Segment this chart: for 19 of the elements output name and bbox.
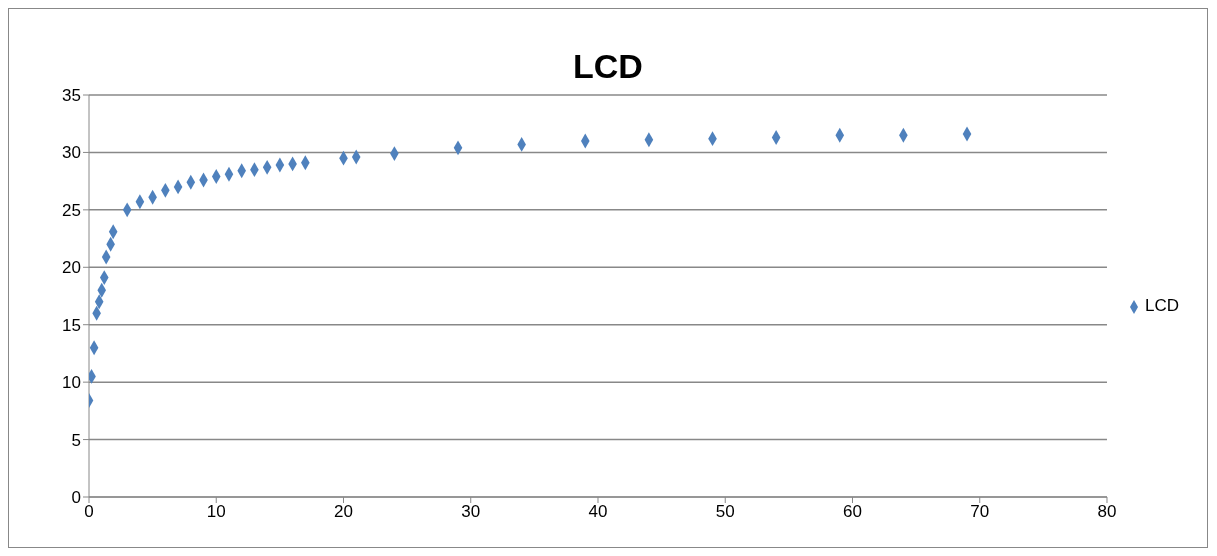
x-tick-label: 50	[715, 502, 735, 522]
y-tick-label: 25	[62, 200, 81, 220]
legend-label: LCD	[1144, 296, 1179, 315]
x-tick-label: 0	[84, 502, 94, 522]
x-tick-label: 20	[334, 502, 353, 522]
x-tick-label: 30	[461, 502, 481, 522]
x-tick-label: 70	[970, 502, 990, 522]
x-tick-label: 10	[206, 502, 226, 522]
y-tick-label: 35	[62, 86, 81, 106]
y-tick-label: 30	[62, 143, 81, 163]
y-tick-label: 5	[71, 430, 81, 450]
y-tick-label: 0	[71, 488, 81, 508]
y-tick-label: 15	[62, 315, 81, 335]
x-tick-label: 60	[843, 502, 862, 522]
y-tick-label: 20	[62, 258, 81, 278]
x-tick-label: 40	[588, 502, 608, 522]
y-tick-label: 10	[62, 373, 81, 393]
x-tick-label: 80	[1097, 502, 1117, 522]
chart-title: LCD	[572, 46, 644, 85]
